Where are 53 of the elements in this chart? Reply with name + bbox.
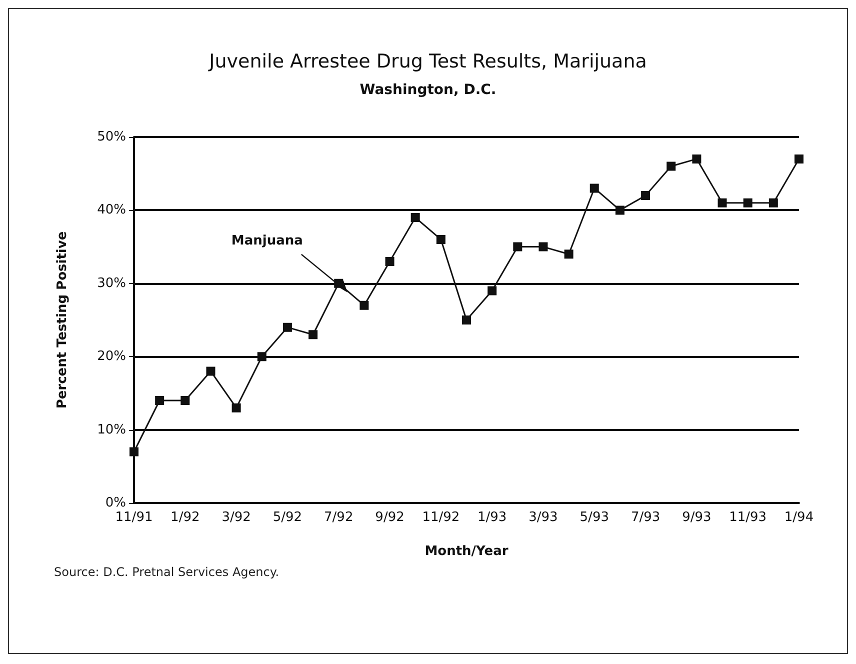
x-tick-label: 7/93	[630, 510, 660, 525]
y-tick-label: 10%	[97, 422, 126, 438]
point	[743, 198, 752, 208]
x-tick-label: 11/91	[115, 510, 153, 525]
point	[410, 213, 420, 222]
point	[538, 242, 548, 252]
point	[666, 162, 676, 171]
point	[641, 191, 650, 200]
chart-subtitle: Washington, D.C.	[360, 82, 496, 98]
point	[513, 242, 522, 252]
x-tick-label: 11/93	[729, 510, 767, 525]
x-tick-label: 1/93	[477, 510, 507, 525]
point	[692, 154, 702, 164]
point	[360, 300, 369, 310]
point	[155, 396, 164, 406]
y-axis-title: Percent Testing Positive	[55, 231, 70, 409]
point	[180, 396, 190, 406]
point	[590, 184, 599, 193]
text: Manjuana	[231, 233, 303, 248]
point	[232, 403, 241, 412]
source-note: Source: D.C. Pretnal Services Agency.	[54, 565, 280, 579]
x-tick-label: 9/93	[682, 510, 712, 525]
x-axis-title: Month/Year	[424, 544, 509, 559]
point	[488, 286, 497, 296]
x-tick-label: 3/92	[222, 510, 251, 525]
y-tick-label: 30%	[97, 276, 126, 291]
x-tick-label: 5/93	[580, 510, 609, 525]
point	[462, 316, 471, 324]
y-tick-label: 50%	[97, 130, 126, 144]
x-tick-label: 3/93	[528, 510, 558, 525]
point	[615, 206, 624, 215]
point	[718, 198, 727, 208]
y-tick-label: 0%	[105, 496, 126, 510]
y-tick-label: 40%	[97, 202, 126, 218]
point	[257, 352, 266, 362]
point	[334, 278, 344, 288]
chart-title: Juvenile Arrestee Drug Test Results, Marijuana	[208, 50, 647, 72]
point	[768, 198, 778, 208]
point	[564, 250, 574, 259]
point	[436, 234, 446, 244]
x-tick-label: 9/92	[375, 510, 404, 525]
point	[308, 330, 318, 340]
point	[385, 256, 394, 266]
point	[794, 154, 804, 164]
point	[130, 447, 138, 456]
point	[282, 322, 292, 332]
point	[206, 366, 216, 376]
x-tick-label: 1/94	[784, 510, 814, 525]
x-tick-label: 1/92	[170, 510, 200, 525]
y-tick-label: 20%	[97, 349, 126, 364]
x-tick-label: 7/92	[324, 510, 354, 525]
x-tick-label: 11/92	[422, 510, 460, 525]
x-tick-label: 5/92	[272, 510, 302, 525]
